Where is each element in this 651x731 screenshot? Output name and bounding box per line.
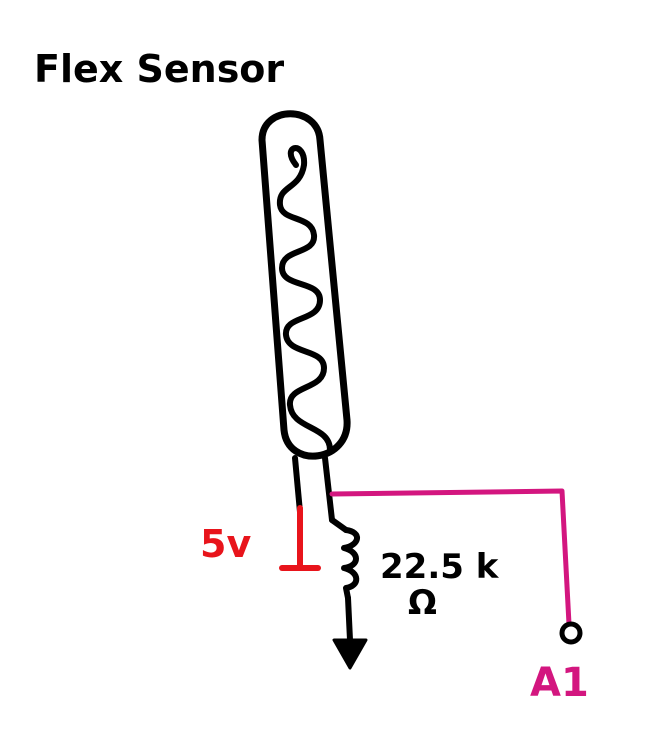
resistor-value-label: 22.5 k — [380, 547, 500, 587]
pin-a1-terminal — [559, 621, 583, 645]
resistor-unit-label: Ω — [408, 583, 437, 623]
sensor-lead-left — [292, 455, 303, 515]
diagram-title: Flex Sensor — [34, 47, 284, 91]
flex-sensor-body — [258, 110, 351, 460]
resistor — [329, 517, 360, 601]
pin-a1-label: A1 — [530, 660, 589, 706]
supply-label: 5v — [200, 522, 251, 566]
signal-wire — [329, 488, 572, 627]
sensor-lead-right — [322, 455, 335, 523]
supply-wire — [279, 505, 321, 571]
flex-sensor — [258, 110, 351, 460]
flex-sensor-trace — [276, 145, 333, 453]
ground-arrow — [332, 595, 368, 670]
